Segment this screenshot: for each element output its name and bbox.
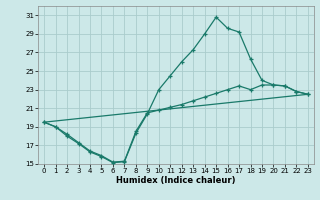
X-axis label: Humidex (Indice chaleur): Humidex (Indice chaleur) — [116, 176, 236, 185]
